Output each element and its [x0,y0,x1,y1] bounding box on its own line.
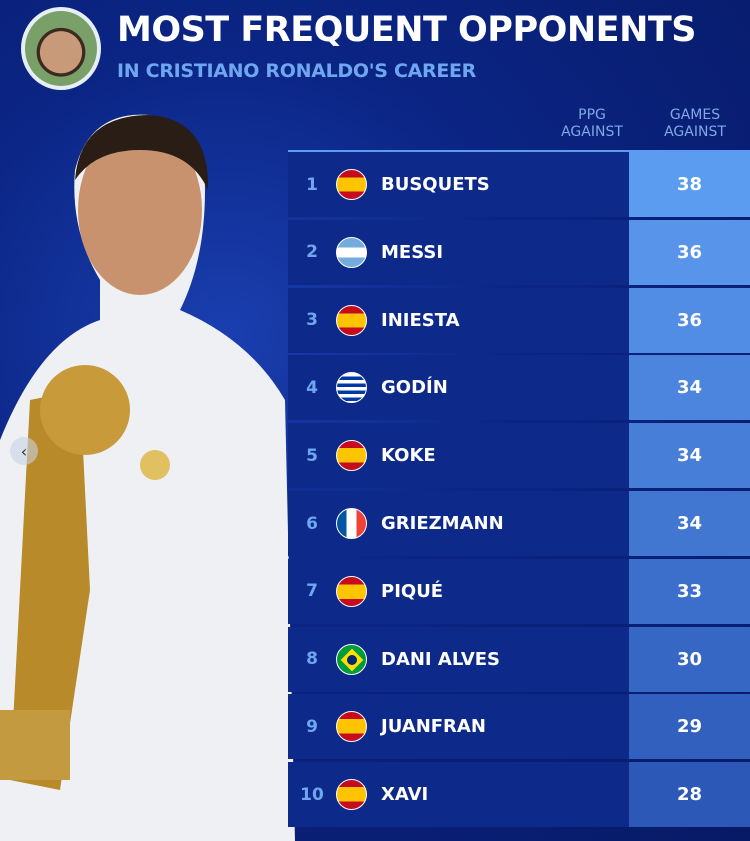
flag-spain-icon [336,711,367,743]
games-value: 28 [629,762,750,828]
table-row: 4 GODÍN 1.59 34 [288,355,750,421]
player-name: GRIEZMANN [381,513,504,534]
games-header: GAMES AGAINST [664,107,726,140]
rank: 1 [306,174,318,195]
rank: 3 [306,310,318,331]
page-subtitle: IN CRISTIANO RONALDO'S CAREER [117,60,477,82]
player-name: XAVI [381,784,429,806]
games-value: 34 [629,355,750,421]
player-name: KOKE [381,445,436,467]
flag-spain-icon [336,779,367,811]
carousel-prev-button[interactable]: ‹ [10,437,38,465]
rank: 9 [306,716,318,737]
player-photo [0,114,295,841]
rank: 4 [306,377,318,398]
table-row: 3 INIESTA 1.11 36 [288,287,750,353]
ppg-header: PPG AGAINST [561,107,623,140]
rank: 5 [306,445,318,466]
flag-argentina-icon [336,236,367,268]
flag-spain-icon [336,575,367,607]
games-value: 29 [629,694,750,760]
player-name: INIESTA [381,309,460,331]
table-row: 7 PIQUÉ 0.97 33 [288,558,750,624]
games-value: 36 [629,287,750,353]
rank: 10 [300,784,324,805]
games-value: 33 [629,558,750,624]
player-name: JUANFRAN [381,716,486,738]
table-row: 2 MESSI 1.17 36 [288,219,750,285]
flag-uruguay-icon [336,372,367,404]
player-name: PIQUÉ [381,580,444,602]
player-name: DANI ALVES [381,648,501,670]
table-row: 1 BUSQUETS 1.00 38 [288,152,750,217]
table-row: 6 GRIEZMANN 1.41 34 [288,491,750,556]
flag-spain-icon [336,304,367,336]
rank: 7 [306,581,318,602]
table-row: 10 XAVI 1.00 28 [288,762,750,828]
rank: 2 [306,242,318,263]
games-value: 34 [629,491,750,556]
flag-spain-icon [336,440,367,472]
flag-spain-icon [336,169,367,200]
avatar [21,7,101,90]
header-divider [288,150,750,152]
games-value: 38 [629,152,750,217]
table-row: 9 JUANFRAN 1.66 29 [288,694,750,760]
player-name: BUSQUETS [381,174,490,195]
games-value: 36 [629,219,750,285]
rank: 6 [306,513,318,534]
flag-france-icon [336,508,367,539]
page-title: MOST FREQUENT OPPONENTS [117,10,696,50]
chevron-left-icon: ‹ [20,441,28,461]
games-value: 30 [629,626,750,692]
player-name: GODÍN [381,377,448,399]
games-value: 34 [629,423,750,489]
rank: 8 [306,649,318,670]
flag-brazil-icon [336,643,367,675]
table-row: 5 KOKE 1.38 34 [288,423,750,489]
player-name: MESSI [381,241,444,263]
table-row: 8 DANI ALVES 1.23 30 [288,626,750,692]
